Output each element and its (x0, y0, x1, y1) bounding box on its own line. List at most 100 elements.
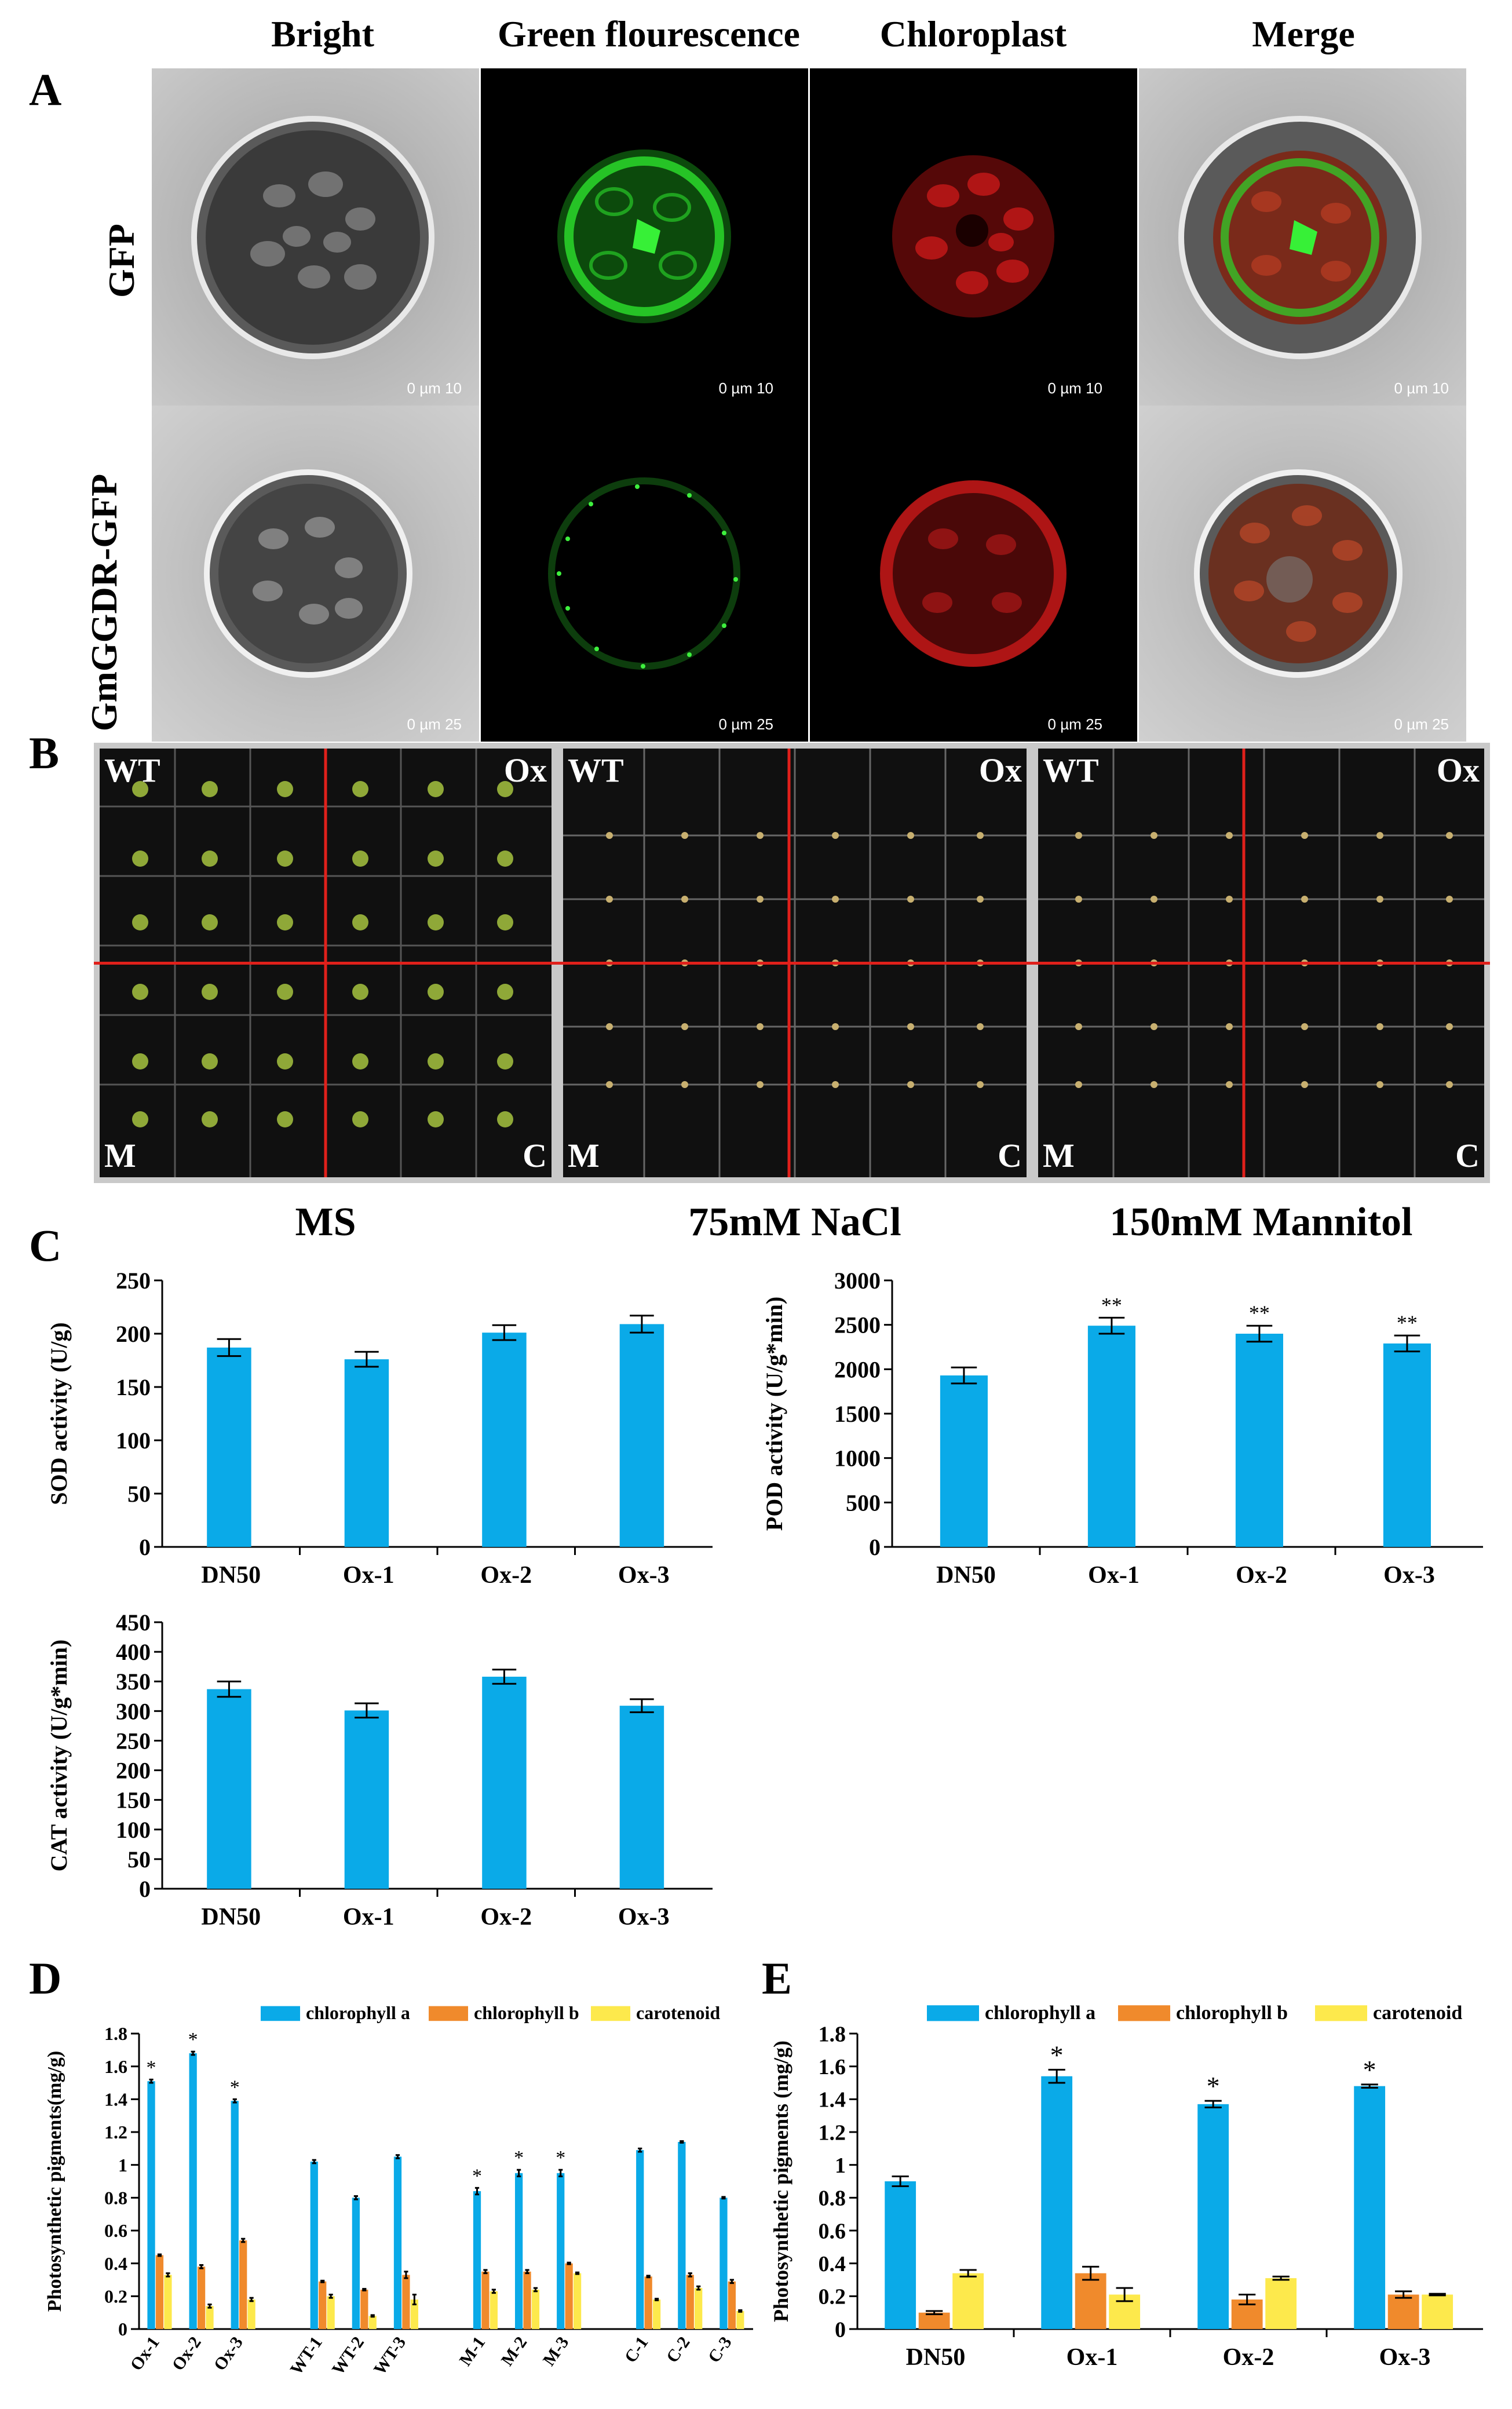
plate-corner-ox: Ox (1436, 751, 1480, 789)
legend-label: chlorophyll a (306, 2002, 410, 2023)
legend-label: carotenoid (636, 2002, 720, 2023)
column-header-chloroplast: Chloroplast (879, 13, 1067, 54)
row-label-gmggdr-gfp: GmGGDR-GFP (83, 473, 125, 732)
significance-mark: * (514, 2147, 524, 2169)
y-tick-label: 1.4 (819, 2088, 846, 2112)
bar (1265, 2278, 1297, 2329)
micrograph-gmggdr-chloroplast: 0 µm 25 (810, 406, 1137, 742)
scale-bar-label: 0 µm 25 (718, 716, 774, 733)
x-tick-label: Ox-2 (1223, 2344, 1274, 2371)
legend-swatch (927, 2005, 979, 2021)
x-tick-label: C-2 (663, 2333, 694, 2366)
x-tick-label: Ox-2 (169, 2333, 205, 2374)
legend-swatch (1315, 2005, 1367, 2021)
x-tick-label: WT-1 (287, 2333, 326, 2378)
legend-swatch (591, 2006, 630, 2021)
y-axis-title: Photosynthetic pigments (mg/g) (769, 2041, 792, 2322)
chart-pigments-lines: 0 0.2 0.4 0.6 0.8 1 1.2 1.4 1.6 1.8 Photosynthetic… (44, 2002, 753, 2378)
scale-bar-label: 0 µm 10 (407, 379, 462, 397)
bar (247, 2300, 255, 2329)
significance-mark: ** (1397, 1311, 1418, 1334)
bar (686, 2275, 694, 2329)
bar (207, 1347, 251, 1547)
bar (473, 2191, 481, 2329)
y-tick-label: 0 (139, 1876, 151, 1902)
bar (239, 2240, 247, 2329)
plate-corner-ox: Ox (503, 751, 547, 789)
y-tick-label: 1 (118, 2155, 127, 2176)
x-tick-label: Ox-3 (618, 1562, 670, 1589)
micrograph-gmggdr-green: 0 µm 25 (481, 406, 808, 742)
y-tick-label: 50 (127, 1481, 151, 1507)
bar (1087, 1326, 1135, 1547)
y-tick-label: 150 (116, 1787, 151, 1813)
micrograph-gfp-chloroplast: 0 µm 10 (810, 68, 1137, 406)
legend-swatch (261, 2006, 300, 2021)
micrograph-gmggdr-bright: 0 µm 25 (152, 406, 479, 742)
chart-sod-activity: 0 50 100 150 200 250 SOD activity (U/g) DN50 Ox-… (46, 1269, 713, 1589)
y-tick-label: 200 (116, 1758, 151, 1784)
merged-cell (1178, 116, 1422, 359)
x-tick-label: M-3 (539, 2333, 573, 2370)
bar (885, 2181, 916, 2329)
y-axis-title: Photosynthetic pigments(mg/g) (44, 2051, 65, 2312)
bar (573, 2273, 582, 2329)
y-tick-label: 2500 (834, 1312, 881, 1338)
y-tick-label: 500 (846, 1490, 881, 1516)
plate-corner-ox: Ox (978, 751, 1022, 789)
x-tick-label: Ox-1 (126, 2333, 163, 2374)
column-header-merge: Merge (1252, 13, 1355, 54)
x-tick-label: Ox-3 (1383, 1562, 1435, 1589)
y-tick-label: 200 (116, 1321, 151, 1347)
legend-swatch (429, 2006, 468, 2021)
merged-cell (1194, 469, 1403, 678)
y-tick-label: 0.8 (819, 2187, 846, 2211)
y-tick-label: 0.6 (104, 2220, 127, 2241)
bar (482, 1677, 527, 1889)
y-tick-label: 0.2 (104, 2286, 127, 2307)
bar (1197, 2104, 1229, 2329)
panel-a-letter: A (29, 64, 62, 115)
significance-mark: * (188, 2029, 198, 2050)
y-tick-label: 0.8 (104, 2188, 127, 2209)
bar (619, 1706, 664, 1889)
scale-bar-label: 0 µm 10 (1047, 379, 1103, 397)
chart-pod-activity: 0 500 1000 1500 2000 2500 3000 POD activity (U/… (761, 1269, 1483, 1589)
x-tick-label: Ox-1 (343, 1562, 395, 1589)
y-tick-label: 50 (127, 1846, 151, 1873)
y-tick-label: 250 (116, 1728, 151, 1754)
plate-corner-wt: WT (568, 751, 624, 789)
y-tick-label: 1500 (834, 1401, 881, 1427)
bar (344, 1359, 389, 1547)
panel-b-letter: B (29, 728, 60, 778)
bar (523, 2271, 531, 2329)
y-tick-label: 0.2 (819, 2285, 846, 2309)
y-tick-label: 150 (116, 1374, 151, 1400)
scale-bar-label: 0 µm 25 (1394, 716, 1449, 733)
bar (736, 2311, 744, 2329)
y-tick-label: 300 (116, 1698, 151, 1724)
significance-mark: ** (1249, 1301, 1270, 1324)
significance-mark: * (1207, 2071, 1220, 2101)
y-tick-label: 1.6 (819, 2055, 846, 2079)
bar (652, 2300, 661, 2329)
bar (393, 2156, 402, 2329)
panel-d-letter: D (29, 1953, 62, 2003)
y-tick-label: 0 (835, 2317, 846, 2342)
x-tick-label: Ox-2 (480, 1904, 532, 1930)
plate-corner-c: C (523, 1137, 547, 1174)
bar (189, 2053, 197, 2329)
bar (147, 2081, 155, 2329)
bar (720, 2198, 728, 2329)
x-tick-label: Ox-1 (1088, 1562, 1140, 1589)
significance-mark: ** (1101, 1293, 1122, 1316)
x-tick-label: C-3 (704, 2333, 736, 2366)
y-tick-label: 0.6 (819, 2219, 846, 2243)
green-fluorescence-cell (557, 149, 731, 323)
plate-corner-c: C (1455, 1137, 1480, 1174)
legend-label: chlorophyll b (1176, 2002, 1288, 2024)
x-tick-label: Ox-1 (343, 1904, 395, 1930)
y-tick-label: 350 (116, 1669, 151, 1695)
bar (231, 2101, 239, 2329)
x-tick-label: M-2 (498, 2333, 531, 2370)
